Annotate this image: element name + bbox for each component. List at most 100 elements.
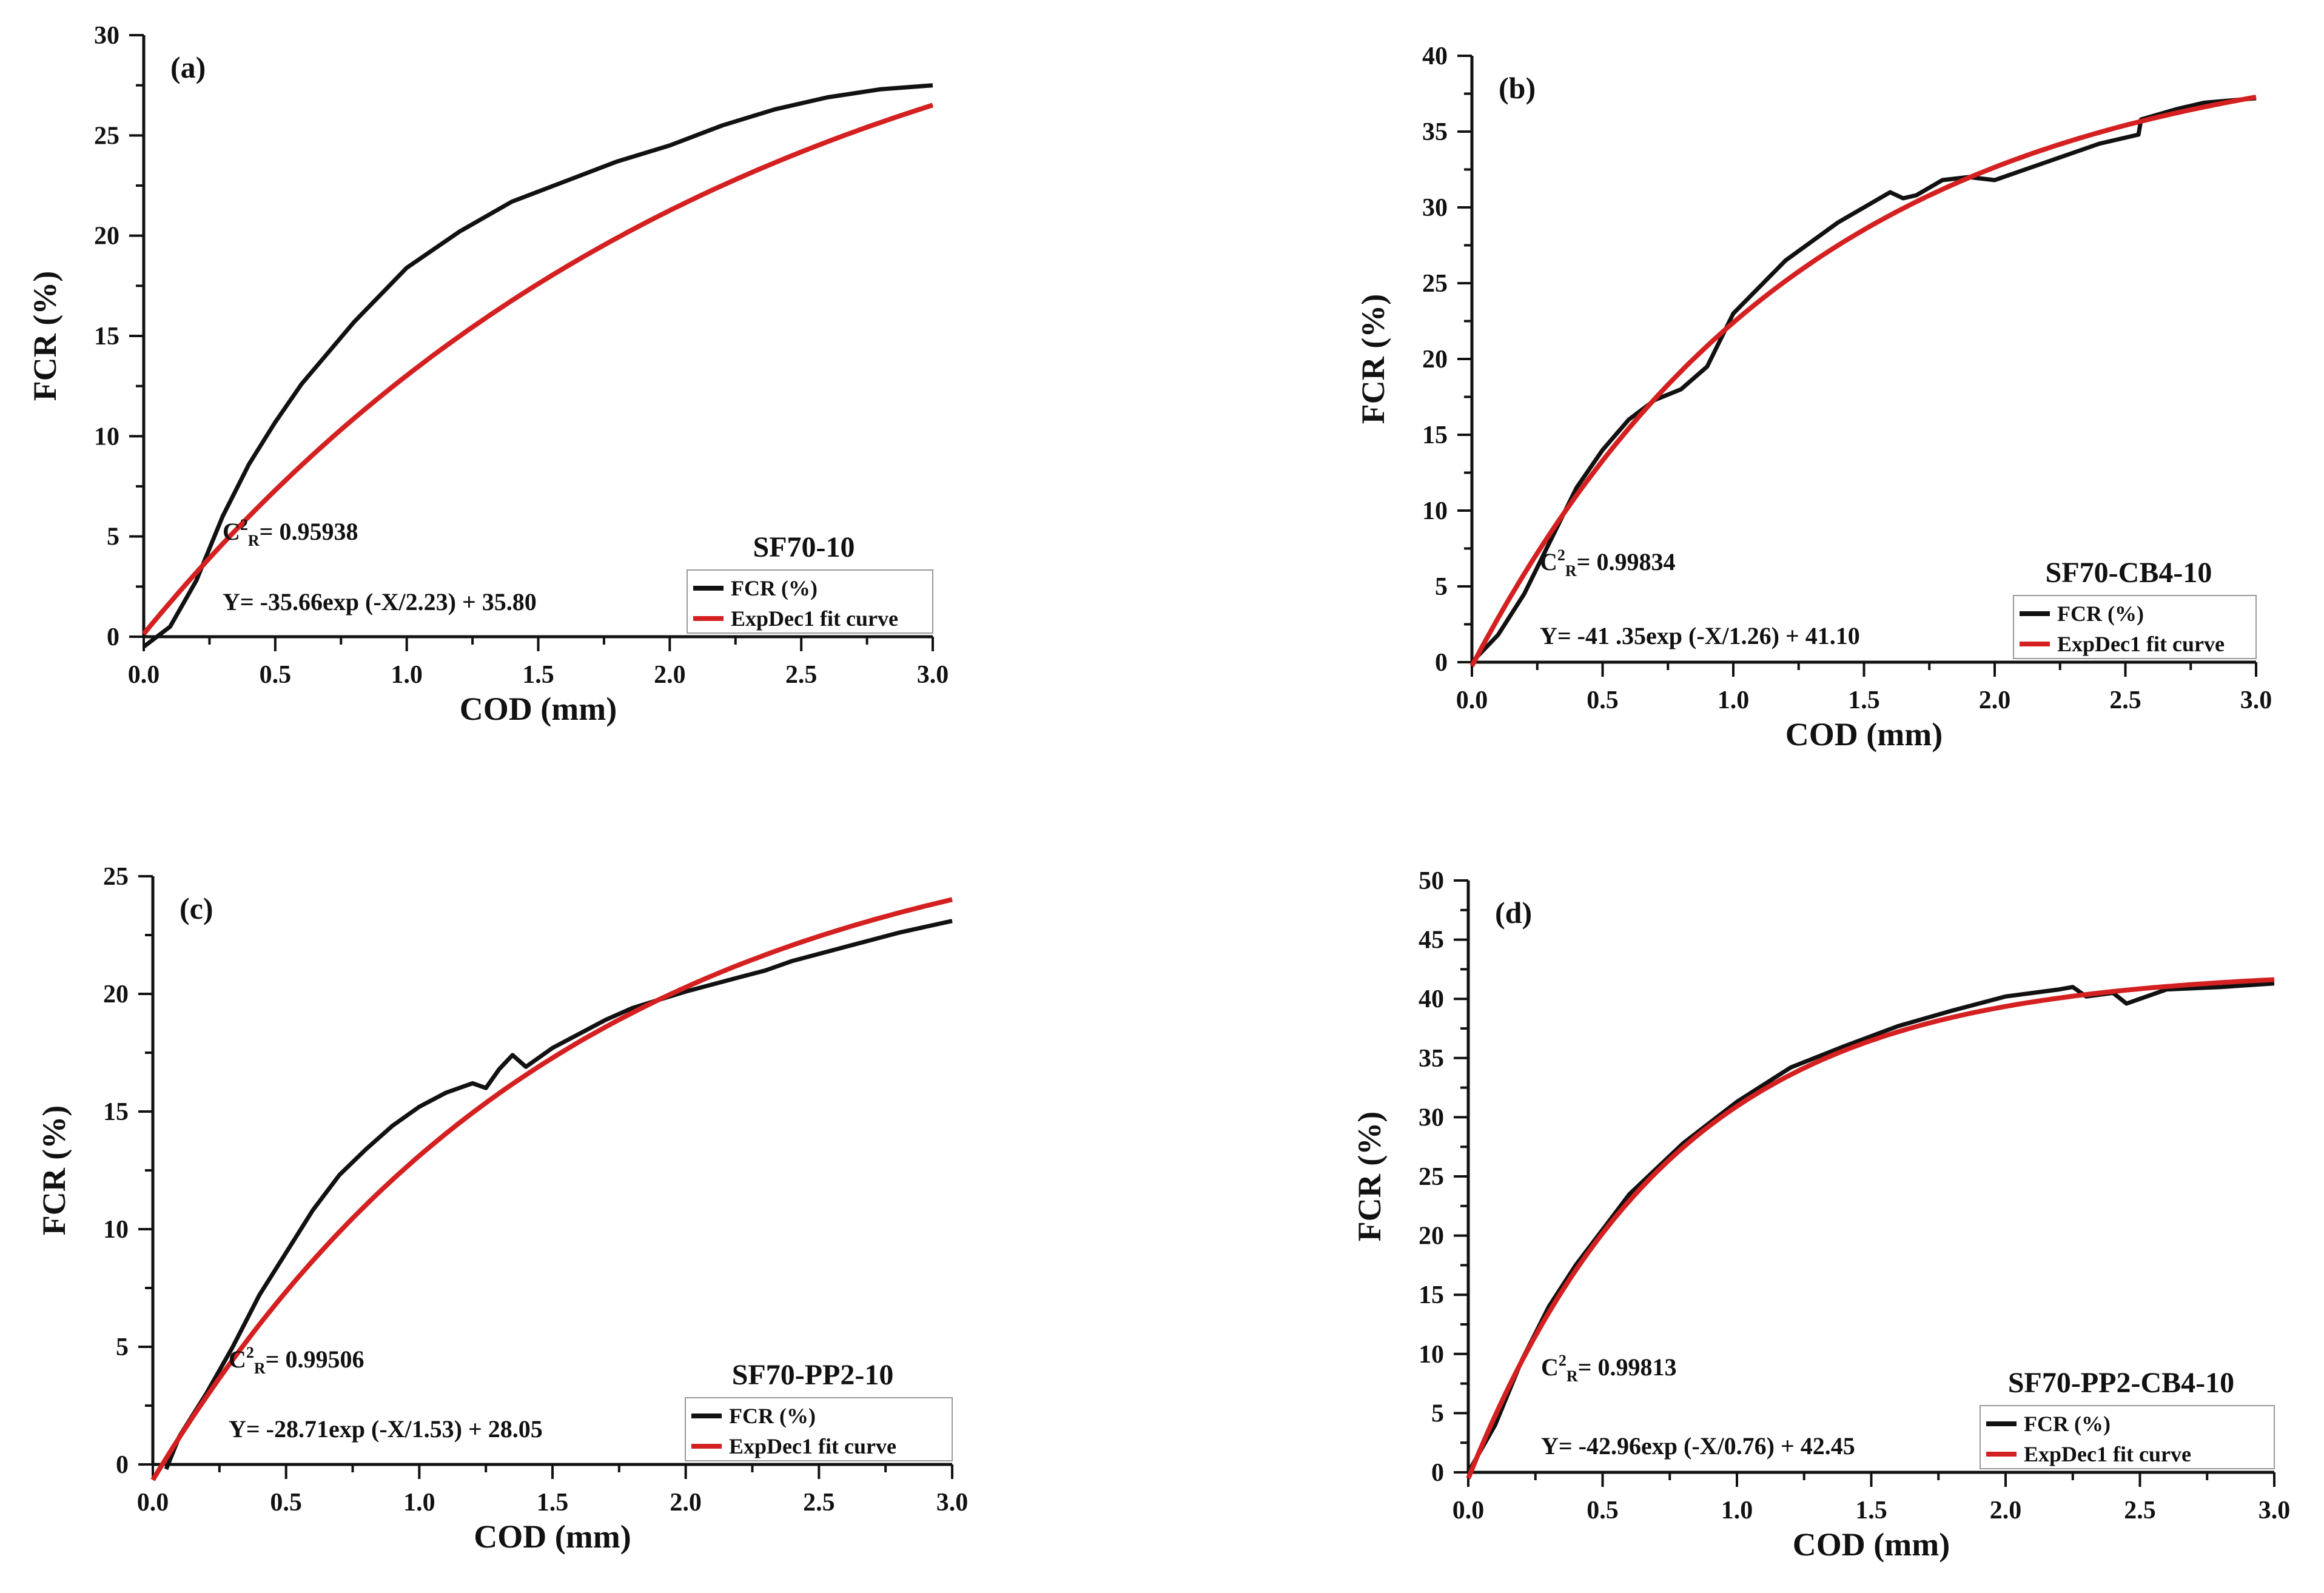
x-tick-label: 1.5 <box>537 1489 569 1517</box>
x-tick-label: 0.5 <box>1587 686 1619 714</box>
legend-label-fit: ExpDec1 fit curve <box>2024 1442 2191 1466</box>
x-tick-label: 1.5 <box>522 661 554 689</box>
panel-label: (d) <box>1495 896 1532 930</box>
x-tick-label: 0.5 <box>260 661 292 689</box>
annotation-r2-superscript: 2 <box>246 1344 254 1361</box>
y-tick-label: 30 <box>1419 1104 1444 1132</box>
y-tick-label: 5 <box>107 523 119 551</box>
y-tick-label: 10 <box>94 423 119 451</box>
chart-panel-c: 0.0 0.5 1.0 1.5 2.0 2.5 3.0 0 5 10 15 20 25 COD (mm) F… <box>36 863 968 1555</box>
y-axis-label: FCR (%) <box>27 271 63 401</box>
x-tick-label: 2.5 <box>2109 686 2141 714</box>
y-tick-label: 20 <box>1419 1222 1444 1250</box>
chart-title: SF70-PP2-CB4-10 <box>2008 1367 2234 1399</box>
annotation-equation: Y= -28.71exp (-X/1.53) + 28.05 <box>229 1415 543 1443</box>
y-tick-label: 25 <box>103 863 129 891</box>
annotation-r2-value: = 0.95938 <box>260 518 358 545</box>
legend-box <box>687 569 933 634</box>
legend-label-fit: ExpDec1 fit curve <box>729 1434 896 1458</box>
annotation-r2-superscript: 2 <box>1557 546 1565 564</box>
x-tick-label: 0.0 <box>137 1489 169 1517</box>
chart-title: SF70-10 <box>753 531 855 563</box>
y-tick-label: 50 <box>1419 867 1444 895</box>
legend-box <box>1980 1405 2275 1469</box>
legend-box <box>2013 595 2257 659</box>
y-tick-label: 45 <box>1419 927 1444 954</box>
x-tick-label: 0.5 <box>270 1489 302 1517</box>
legend-label-data: FCR (%) <box>729 1404 816 1428</box>
x-tick-label: 1.0 <box>391 661 423 689</box>
x-tick-label: 2.5 <box>785 661 818 689</box>
x-tick-label: 2.5 <box>2124 1497 2156 1524</box>
y-tick-label: 40 <box>1422 42 1448 70</box>
y-tick-label: 25 <box>94 122 119 150</box>
x-axis-label: COD (mm) <box>474 1518 631 1555</box>
fit-series-expdec1 <box>1466 977 2275 1480</box>
annotation-r2-superscript: 2 <box>1559 1352 1567 1369</box>
y-tick-label: 15 <box>94 323 119 350</box>
annotation-equation: Y= -42.96exp (-X/0.76) + 42.45 <box>1541 1432 1855 1460</box>
y-tick-label: 15 <box>1419 1281 1444 1309</box>
y-tick-label: 5 <box>116 1333 129 1361</box>
data-series-fcr <box>1470 96 2257 664</box>
fit-series-expdec1 <box>1469 95 2257 668</box>
annotation-r2: C2R= 0.99813 <box>1541 1352 1676 1385</box>
legend-box <box>685 1397 953 1461</box>
annotation-r2-symbol: C <box>1540 548 1557 575</box>
annotation-r2-value: = 0.99506 <box>266 1346 364 1373</box>
x-tick-label: 1.0 <box>403 1489 435 1517</box>
y-tick-label: 35 <box>1419 1045 1444 1073</box>
x-tick-label: 0.5 <box>1587 1497 1619 1524</box>
fit-series-expdec1 <box>141 102 934 636</box>
x-tick-label: 1.0 <box>1718 686 1750 714</box>
annotation-r2-symbol: C <box>229 1346 246 1373</box>
x-axis-label: COD (mm) <box>1785 716 1943 753</box>
data-series-fcr <box>142 83 933 649</box>
annotation-r2: C2R= 0.99506 <box>229 1344 364 1377</box>
y-tick-label: 5 <box>1431 1400 1444 1427</box>
y-tick-label: 15 <box>103 1098 129 1126</box>
x-tick-label: 2.0 <box>670 1489 702 1517</box>
y-tick-label: 5 <box>1435 573 1448 601</box>
chart-panel-d: 0.0 0.5 1.0 1.5 2.0 2.5 3.0 0 5 10 15 20 25 30 35 40 45 5… <box>1351 867 2290 1563</box>
chart-title: SF70-PP2-10 <box>732 1359 894 1391</box>
y-tick-label: 0 <box>1431 1459 1444 1487</box>
annotation-equation: Y= -35.66exp (-X/2.23) + 35.80 <box>223 588 537 615</box>
x-tick-label: 0.0 <box>128 661 160 689</box>
chart-panel-a: 0.0 0.5 1.0 1.5 2.0 2.5 3.0 0 5 10 15 20 25 30 COD (mm… <box>27 22 949 727</box>
x-tick-label: 2.0 <box>654 661 686 689</box>
y-tick-label: 20 <box>103 981 129 1008</box>
y-tick-label: 20 <box>94 223 119 250</box>
y-tick-label: 10 <box>103 1216 129 1244</box>
annotation-r2-value: = 0.99813 <box>1578 1353 1677 1381</box>
y-tick-label: 0 <box>107 623 119 651</box>
annotation-r2-subscript: R <box>1567 1367 1578 1385</box>
y-tick-label: 30 <box>94 22 119 50</box>
x-tick-label: 0.0 <box>1452 1497 1485 1524</box>
panel-label: (a) <box>170 50 206 84</box>
annotation-r2-value: = 0.99834 <box>1577 548 1676 575</box>
x-tick-label: 1.5 <box>1855 1497 1887 1524</box>
y-tick-label: 0 <box>116 1451 129 1479</box>
y-tick-label: 0 <box>1435 649 1448 677</box>
y-tick-label: 30 <box>1422 194 1448 222</box>
legend-label-fit: ExpDec1 fit curve <box>2057 632 2225 656</box>
chart-panel-b: 0.0 0.5 1.0 1.5 2.0 2.5 3.0 0 5 10 15 20 25 30 35 40 COD… <box>1355 42 2272 753</box>
y-tick-label: 35 <box>1422 118 1448 146</box>
x-tick-label: 3.0 <box>917 661 949 689</box>
data-series-fcr <box>1466 981 2275 1474</box>
annotation-r2-subscript: R <box>1565 562 1577 580</box>
annotation-r2-symbol: C <box>223 518 240 545</box>
legend-label-data: FCR (%) <box>731 576 818 600</box>
fit-series-expdec1 <box>150 897 953 1481</box>
x-tick-label: 2.0 <box>1990 1497 2022 1524</box>
legend-label-data: FCR (%) <box>2057 602 2144 626</box>
chart-title: SF70-CB4-10 <box>2046 557 2212 589</box>
y-tick-label: 10 <box>1419 1341 1444 1369</box>
y-tick-label: 20 <box>1422 346 1448 374</box>
annotation-r2-subscript: R <box>254 1360 266 1377</box>
x-tick-label: 1.5 <box>1848 686 1880 714</box>
data-series-fcr <box>164 919 953 1471</box>
y-tick-label: 40 <box>1419 985 1444 1013</box>
